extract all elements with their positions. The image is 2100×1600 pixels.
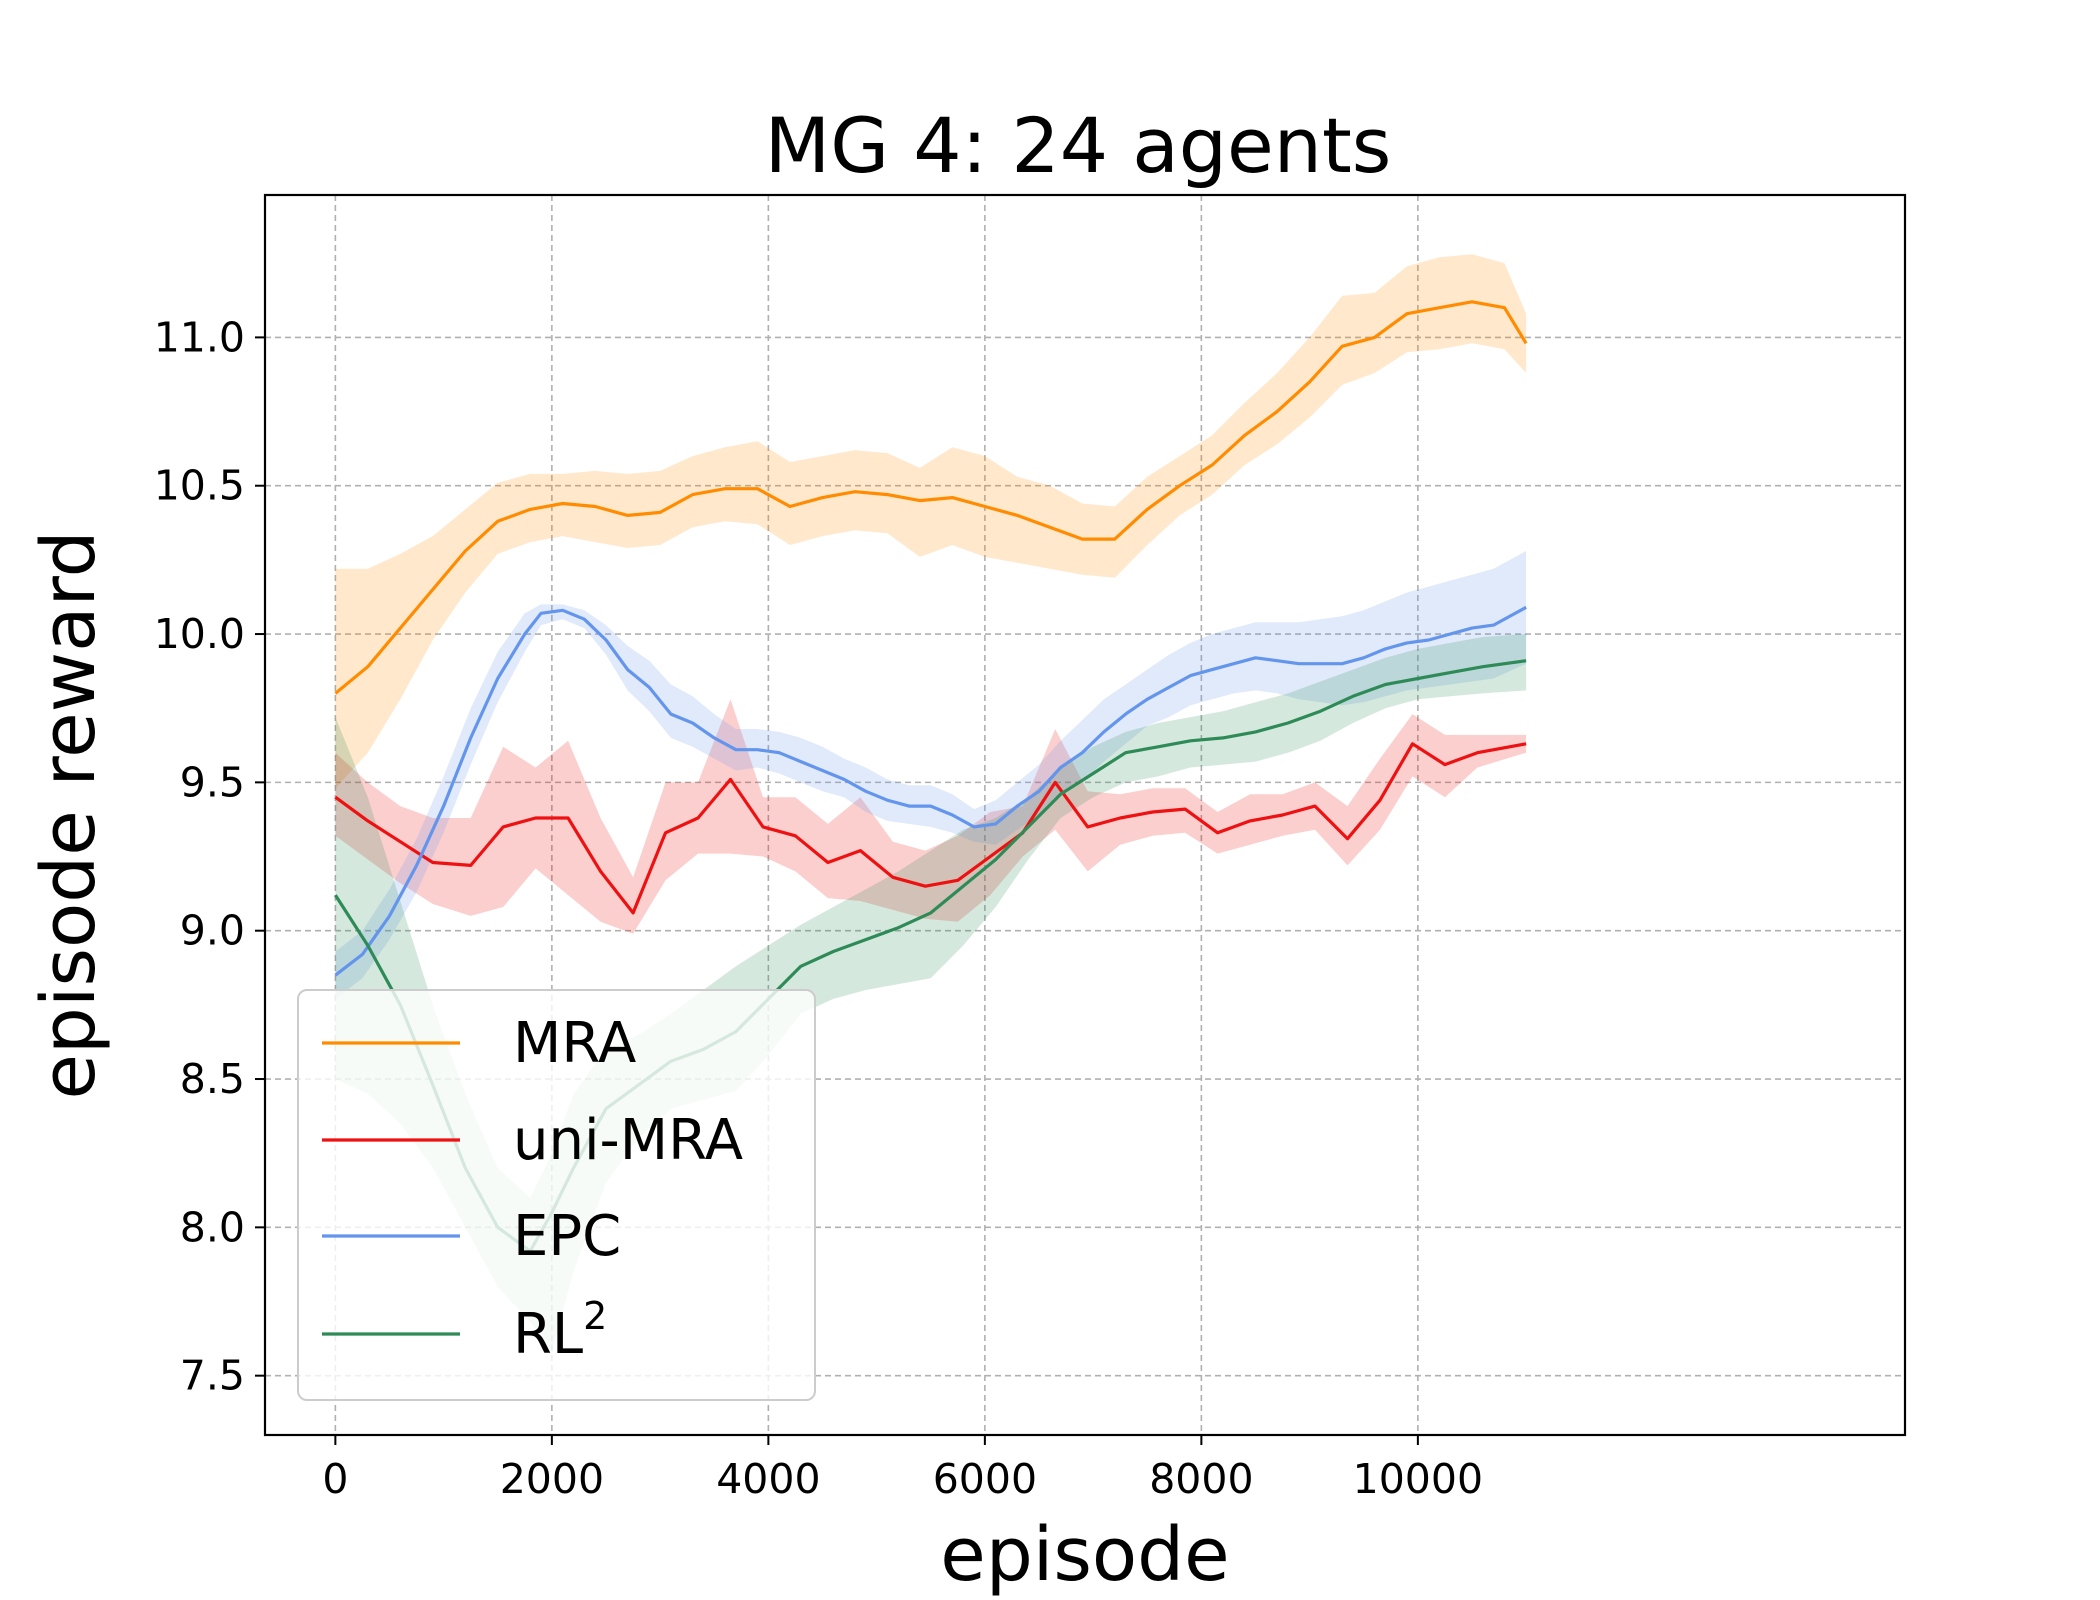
y-tick-label: 9.5 bbox=[180, 758, 245, 806]
x-axis-label: episode bbox=[940, 1512, 1229, 1598]
y-tick-label: 10.0 bbox=[154, 610, 245, 658]
y-axis-ticks: 7.5 8.0 8.5 9.0 9.5 10.0 10.5 11.0 bbox=[154, 313, 265, 1400]
x-tick-label: 6000 bbox=[933, 1455, 1037, 1503]
x-tick-label: 8000 bbox=[1149, 1455, 1253, 1503]
legend-label-mra: MRA bbox=[513, 1011, 636, 1076]
legend-label-epc: EPC bbox=[513, 1204, 621, 1269]
legend-label-uni-mra: uni-MRA bbox=[513, 1108, 743, 1173]
x-tick-label: 10000 bbox=[1353, 1455, 1483, 1503]
x-tick-label: 4000 bbox=[716, 1455, 820, 1503]
legend-label-text: MRA bbox=[513, 1011, 636, 1076]
legend-label-text: uni-MRA bbox=[513, 1108, 743, 1173]
y-tick-label: 8.5 bbox=[180, 1055, 245, 1103]
y-tick-label: 10.5 bbox=[154, 462, 245, 510]
legend: MRA uni-MRA EPC RL2 bbox=[297, 989, 816, 1401]
legend-box bbox=[297, 989, 816, 1401]
band-mra bbox=[335, 254, 1527, 789]
y-tick-label: 9.0 bbox=[180, 907, 245, 955]
x-tick-label: 2000 bbox=[500, 1455, 604, 1503]
x-tick-label: 0 bbox=[322, 1455, 348, 1503]
line-uni-mra bbox=[334, 742, 1527, 915]
y-tick-label: 7.5 bbox=[180, 1352, 245, 1400]
x-axis-ticks: 0 2000 4000 6000 8000 10000 bbox=[322, 1435, 1483, 1503]
line-mra bbox=[334, 300, 1528, 695]
y-axis-label: episode reward bbox=[26, 530, 112, 1099]
chart-title: MG 4: 24 agents bbox=[765, 101, 1392, 190]
y-tick-label: 11.0 bbox=[154, 313, 245, 361]
legend-label-text: EPC bbox=[513, 1204, 621, 1269]
band-epc bbox=[335, 551, 1527, 999]
legend-label-superscript: 2 bbox=[583, 1294, 607, 1338]
plot-frame bbox=[263, 193, 1907, 1437]
y-tick-label: 8.0 bbox=[180, 1203, 245, 1251]
legend-label-rl2: RL2 bbox=[513, 1294, 607, 1367]
line-epc bbox=[334, 605, 1527, 977]
legend-label-text: RL bbox=[513, 1302, 583, 1367]
